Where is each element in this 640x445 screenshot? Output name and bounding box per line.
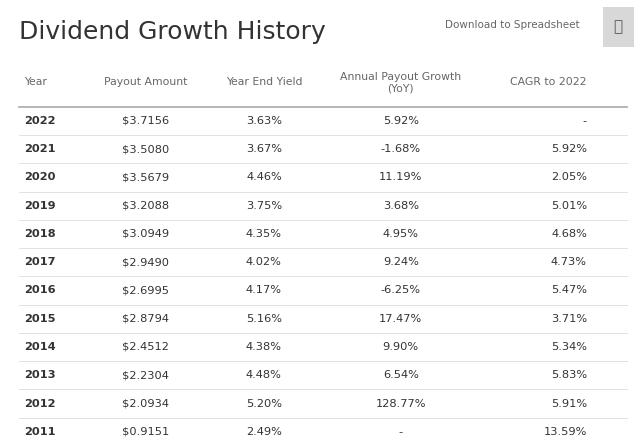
Text: $2.8794: $2.8794 bbox=[122, 314, 169, 324]
Text: 4.95%: 4.95% bbox=[383, 229, 419, 239]
Text: 2021: 2021 bbox=[24, 144, 56, 154]
Text: 9.24%: 9.24% bbox=[383, 257, 419, 267]
Text: -: - bbox=[583, 116, 587, 126]
Text: 17.47%: 17.47% bbox=[379, 314, 422, 324]
Text: 5.34%: 5.34% bbox=[551, 342, 587, 352]
Text: -6.25%: -6.25% bbox=[381, 286, 420, 295]
Text: 11.19%: 11.19% bbox=[379, 173, 422, 182]
Text: 13.59%: 13.59% bbox=[543, 427, 587, 437]
Text: 5.83%: 5.83% bbox=[551, 370, 587, 380]
Text: 4.73%: 4.73% bbox=[551, 257, 587, 267]
Text: 3.67%: 3.67% bbox=[246, 144, 282, 154]
Text: $2.2304: $2.2304 bbox=[122, 370, 169, 380]
Text: $2.6995: $2.6995 bbox=[122, 286, 169, 295]
Text: 9.90%: 9.90% bbox=[383, 342, 419, 352]
Text: $3.5679: $3.5679 bbox=[122, 173, 169, 182]
Text: Year End Yield: Year End Yield bbox=[226, 77, 302, 87]
Text: 2011: 2011 bbox=[24, 427, 56, 437]
Text: 2012: 2012 bbox=[24, 399, 56, 409]
Text: 2016: 2016 bbox=[24, 286, 56, 295]
Text: $0.9151: $0.9151 bbox=[122, 427, 169, 437]
Text: 2015: 2015 bbox=[24, 314, 56, 324]
Text: 5.01%: 5.01% bbox=[551, 201, 587, 210]
Text: Year: Year bbox=[24, 77, 47, 87]
Text: 5.92%: 5.92% bbox=[383, 116, 419, 126]
Text: -: - bbox=[399, 427, 403, 437]
Text: 5.92%: 5.92% bbox=[551, 144, 587, 154]
FancyBboxPatch shape bbox=[601, 4, 636, 49]
Text: Dividend Growth History: Dividend Growth History bbox=[19, 20, 326, 44]
Text: Download to Spreadsheet: Download to Spreadsheet bbox=[445, 20, 579, 30]
Text: 3.68%: 3.68% bbox=[383, 201, 419, 210]
Text: 5.91%: 5.91% bbox=[551, 399, 587, 409]
Text: $3.0949: $3.0949 bbox=[122, 229, 169, 239]
Text: $2.4512: $2.4512 bbox=[122, 342, 169, 352]
Text: 4.02%: 4.02% bbox=[246, 257, 282, 267]
Text: 3.63%: 3.63% bbox=[246, 116, 282, 126]
Text: Annual Payout Growth
(YoY): Annual Payout Growth (YoY) bbox=[340, 72, 461, 93]
Text: $3.2088: $3.2088 bbox=[122, 201, 169, 210]
Text: $3.7156: $3.7156 bbox=[122, 116, 169, 126]
Text: 4.35%: 4.35% bbox=[246, 229, 282, 239]
Text: 128.77%: 128.77% bbox=[376, 399, 426, 409]
Text: CAGR to 2022: CAGR to 2022 bbox=[510, 77, 587, 87]
Text: 2022: 2022 bbox=[24, 116, 56, 126]
Text: 5.47%: 5.47% bbox=[551, 286, 587, 295]
Text: 4.46%: 4.46% bbox=[246, 173, 282, 182]
Text: ⤓: ⤓ bbox=[614, 19, 623, 34]
Text: $3.5080: $3.5080 bbox=[122, 144, 169, 154]
Text: $2.9490: $2.9490 bbox=[122, 257, 169, 267]
Text: 4.38%: 4.38% bbox=[246, 342, 282, 352]
Text: -1.68%: -1.68% bbox=[381, 144, 420, 154]
Text: 2.05%: 2.05% bbox=[551, 173, 587, 182]
Text: $2.0934: $2.0934 bbox=[122, 399, 169, 409]
Text: 2019: 2019 bbox=[24, 201, 56, 210]
Text: 4.17%: 4.17% bbox=[246, 286, 282, 295]
Text: 4.68%: 4.68% bbox=[551, 229, 587, 239]
Text: 3.75%: 3.75% bbox=[246, 201, 282, 210]
Text: 2.49%: 2.49% bbox=[246, 427, 282, 437]
Text: 2014: 2014 bbox=[24, 342, 56, 352]
Text: 5.20%: 5.20% bbox=[246, 399, 282, 409]
Text: 2013: 2013 bbox=[24, 370, 56, 380]
Text: 3.71%: 3.71% bbox=[551, 314, 587, 324]
Text: 2020: 2020 bbox=[24, 173, 56, 182]
Text: 5.16%: 5.16% bbox=[246, 314, 282, 324]
Text: 2017: 2017 bbox=[24, 257, 56, 267]
Text: 2018: 2018 bbox=[24, 229, 56, 239]
Text: 6.54%: 6.54% bbox=[383, 370, 419, 380]
Text: 4.48%: 4.48% bbox=[246, 370, 282, 380]
Text: Payout Amount: Payout Amount bbox=[104, 77, 187, 87]
